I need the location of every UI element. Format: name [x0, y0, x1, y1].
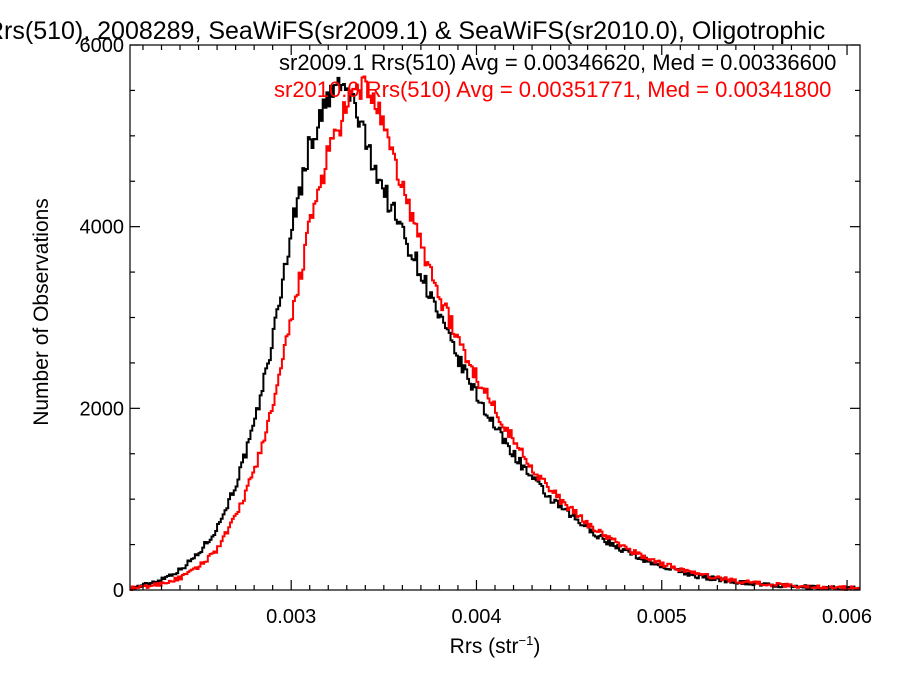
- x-axis-label-superscript: −1: [519, 633, 534, 648]
- legend-entry-sr2010: sr2010.0 Rrs(510) Avg = 0.00351771, Med …: [274, 77, 831, 102]
- series-line-1: [130, 75, 860, 591]
- legend-entry-sr2009: sr2009.1 Rrs(510) Avg = 0.00346620, Med …: [279, 50, 836, 75]
- series-layer: [130, 75, 860, 591]
- x-axis-label-close: ): [533, 635, 540, 658]
- tick-layer: 0.003 0.004 0.005 0.006 0 2000 4000 6000: [80, 35, 873, 628]
- x-axis-label: Rrs (str−1): [450, 633, 541, 658]
- x-tick-label: 0.003: [266, 606, 316, 628]
- x-tick-label: 0.006: [822, 606, 872, 628]
- x-axis-label-main: Rrs (str: [450, 635, 519, 658]
- series-line-0: [130, 76, 860, 591]
- chart-title: Rrs(510), 2008289, SeaWiFS(sr2009.1) & S…: [0, 17, 825, 45]
- y-tick-label: 2000: [80, 398, 125, 420]
- y-tick-label: 4000: [80, 217, 125, 239]
- y-tick-label: 0: [113, 580, 124, 602]
- x-tick-label: 0.005: [637, 606, 687, 628]
- x-tick-label: 0.004: [451, 606, 501, 628]
- y-axis-label: Number of Observations: [30, 198, 53, 426]
- y-tick-label: 6000: [80, 35, 125, 57]
